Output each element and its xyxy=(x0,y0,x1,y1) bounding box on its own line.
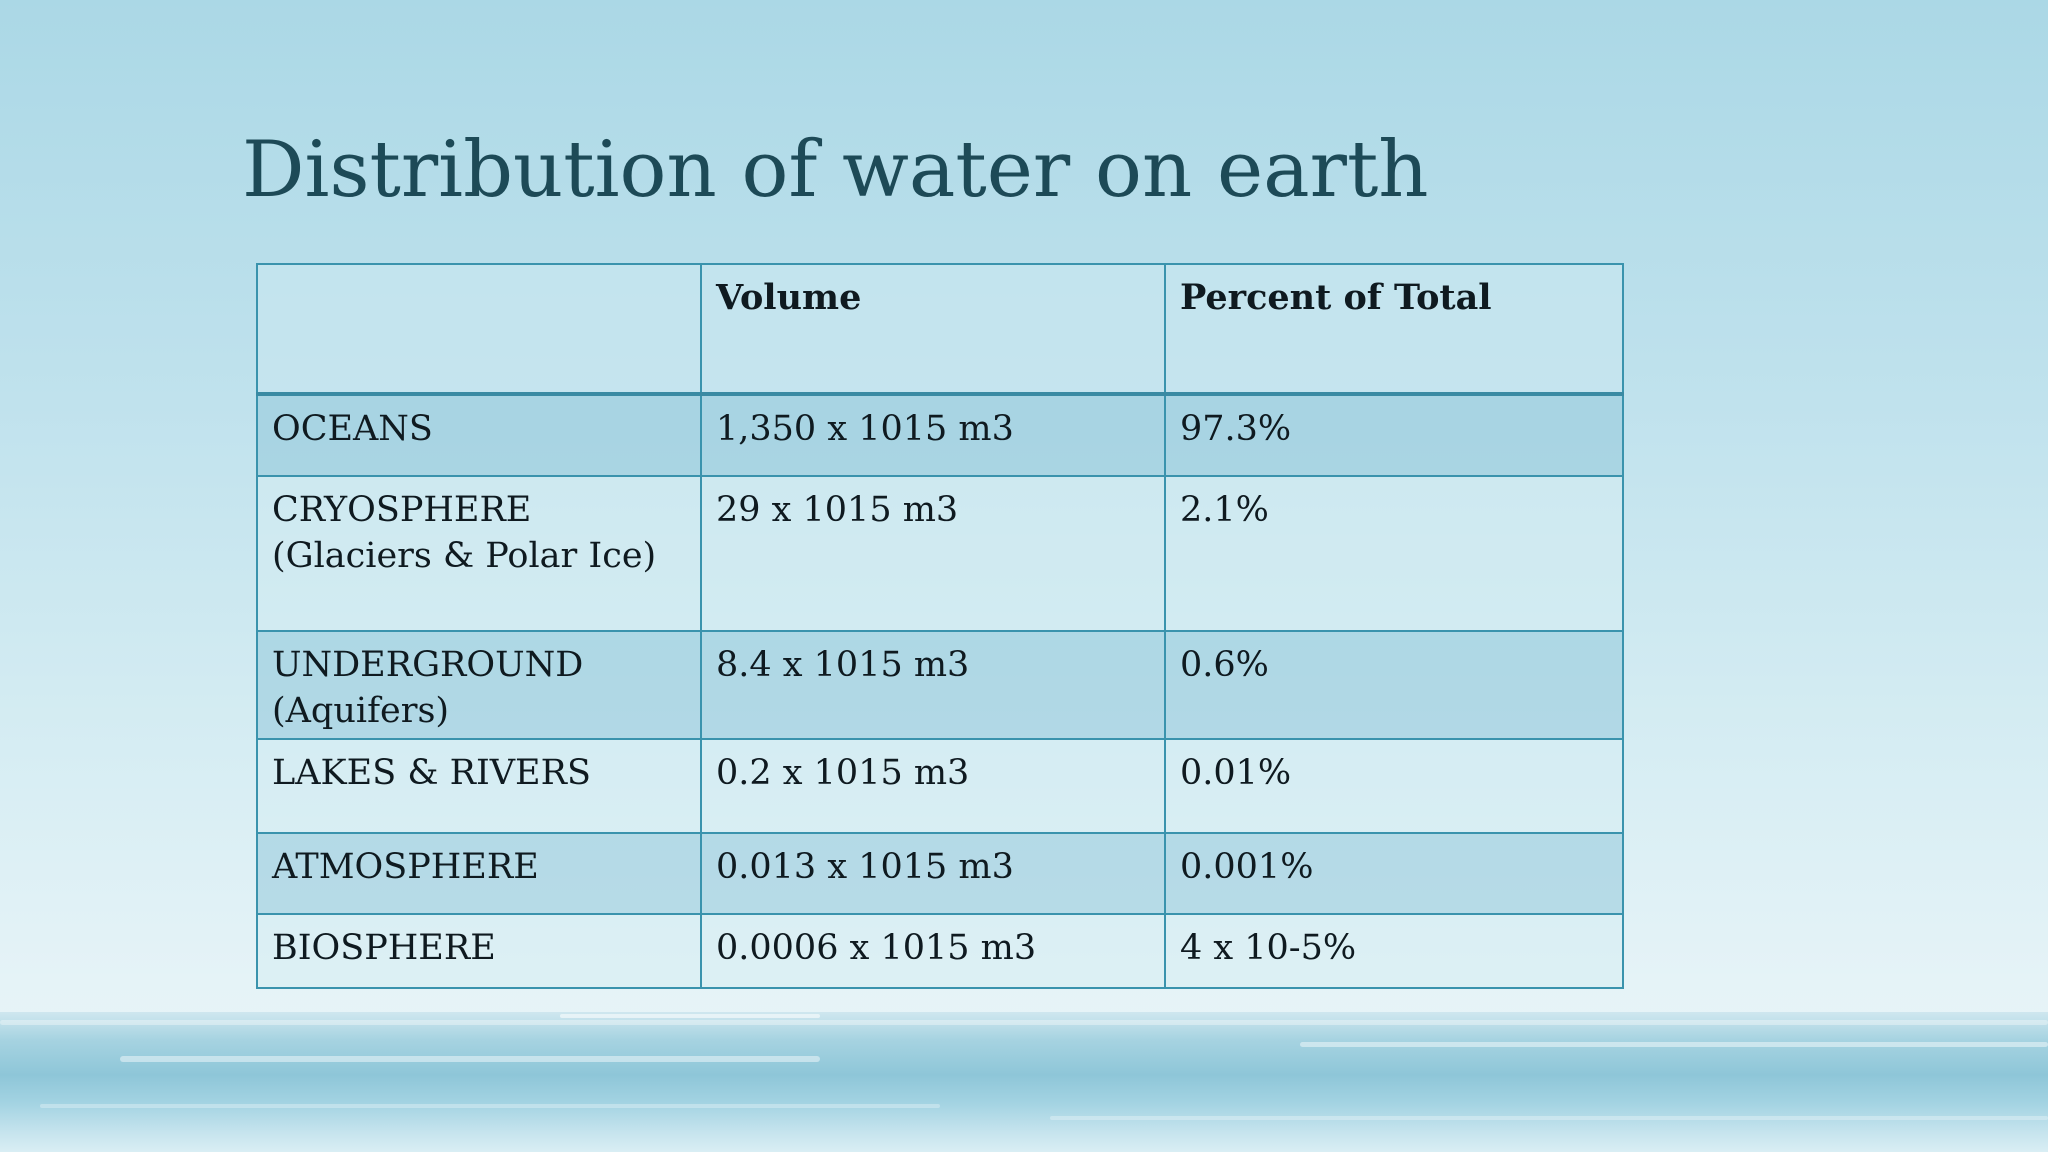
percent-cell: 0.6% xyxy=(1164,630,1624,740)
water-background-decoration xyxy=(0,1012,2048,1152)
header-empty xyxy=(256,263,702,395)
table-header-row: Volume Percent of Total xyxy=(256,263,1624,395)
category-cell: UNDERGROUND (Aquifers) xyxy=(256,630,702,740)
water-distribution-table: Volume Percent of Total OCEANS 1,350 x 1… xyxy=(256,263,1624,989)
volume-cell: 0.2 x 1015 m3 xyxy=(700,738,1166,834)
table-row: UNDERGROUND (Aquifers) 8.4 x 1015 m3 0.6… xyxy=(256,630,1624,740)
percent-cell: 97.3% xyxy=(1164,393,1624,477)
percent-cell: 0.001% xyxy=(1164,832,1624,915)
table-row: OCEANS 1,350 x 1015 m3 97.3% xyxy=(256,393,1624,477)
volume-cell: 8.4 x 1015 m3 xyxy=(700,630,1166,740)
volume-cell: 29 x 1015 m3 xyxy=(700,475,1166,632)
volume-cell: 0.0006 x 1015 m3 xyxy=(700,913,1166,989)
table-row: BIOSPHERE 0.0006 x 1015 m3 4 x 10-5% xyxy=(256,913,1624,989)
table-row: ATMOSPHERE 0.013 x 1015 m3 0.001% xyxy=(256,832,1624,915)
header-volume: Volume xyxy=(700,263,1166,395)
percent-cell: 4 x 10-5% xyxy=(1164,913,1624,989)
category-cell: CRYOSPHERE (Glaciers & Polar Ice) xyxy=(256,475,702,632)
percent-cell: 2.1% xyxy=(1164,475,1624,632)
category-cell: BIOSPHERE xyxy=(256,913,702,989)
percent-cell: 0.01% xyxy=(1164,738,1624,834)
category-cell: LAKES & RIVERS xyxy=(256,738,702,834)
volume-cell: 1,350 x 1015 m3 xyxy=(700,393,1166,477)
table-row: CRYOSPHERE (Glaciers & Polar Ice) 29 x 1… xyxy=(256,475,1624,632)
category-cell: OCEANS xyxy=(256,393,702,477)
header-percent: Percent of Total xyxy=(1164,263,1624,395)
slide-title: Distribution of water on earth xyxy=(242,125,1429,215)
table-row: LAKES & RIVERS 0.2 x 1015 m3 0.01% xyxy=(256,738,1624,834)
category-cell: ATMOSPHERE xyxy=(256,832,702,915)
volume-cell: 0.013 x 1015 m3 xyxy=(700,832,1166,915)
